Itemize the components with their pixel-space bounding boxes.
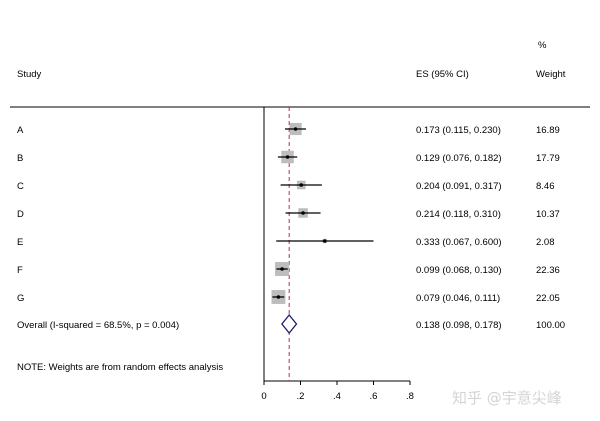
study-rows: A 0.173 (0.115, 0.230) 16.89 B 0.129 (0.076,…: [17, 122, 560, 335]
overall-diamond: [281, 313, 298, 335]
weight-text: 10.37: [536, 209, 560, 220]
weight-text: 22.36: [536, 265, 560, 276]
x-tick-label: .2: [297, 391, 305, 402]
weights-note: NOTE: Weights are from random effects an…: [17, 362, 223, 373]
point-estimate: [276, 295, 281, 299]
point-estimate: [285, 155, 290, 159]
weight-text: 16.89: [536, 125, 560, 136]
study-row-b: B 0.129 (0.076, 0.182) 17.79: [17, 150, 560, 164]
overall-label: Overall (I-squared = 68.5%, p = 0.004): [17, 320, 179, 331]
weight-header: Weight: [536, 69, 566, 80]
point-estimate: [299, 183, 304, 187]
study-label: F: [17, 265, 23, 276]
overall-ci-text: 0.138 (0.098, 0.178): [416, 320, 502, 331]
point-estimate: [301, 211, 305, 215]
overall-weight-text: 100.00: [536, 320, 565, 331]
study-label: E: [17, 237, 23, 248]
study-label: A: [17, 125, 24, 136]
point-estimate: [322, 239, 327, 243]
study-label: B: [17, 153, 23, 164]
study-row-e: E 0.333 (0.067, 0.600) 2.08: [17, 237, 555, 248]
watermark: 知乎 @宇意尖峰: [452, 389, 562, 407]
study-row-f: F 0.099 (0.068, 0.130) 22.36: [17, 262, 560, 276]
ci-text: 0.129 (0.076, 0.182): [416, 153, 502, 164]
point-estimate: [293, 127, 298, 131]
ci-text: 0.204 (0.091, 0.317): [416, 181, 502, 192]
ci-text: 0.099 (0.068, 0.130): [416, 265, 502, 276]
study-row-d: D 0.214 (0.118, 0.310) 10.37: [17, 208, 560, 220]
study-label: G: [17, 293, 24, 304]
x-tick-label: .8: [406, 391, 414, 402]
ci-text: 0.079 (0.046, 0.111): [416, 293, 500, 304]
study-label: C: [17, 181, 24, 192]
ci-text: 0.214 (0.118, 0.310): [416, 209, 501, 220]
study-label: D: [17, 209, 24, 220]
x-tick-label: 0: [261, 391, 266, 402]
ci-text: 0.173 (0.115, 0.230): [416, 125, 501, 136]
weight-text: 22.05: [536, 293, 560, 304]
weight-text: 8.46: [536, 181, 555, 192]
weight-text: 17.79: [536, 153, 560, 164]
ci-text: 0.333 (0.067, 0.600): [416, 237, 502, 248]
weight-percent-header: %: [538, 40, 547, 51]
weight-text: 2.08: [536, 237, 555, 248]
study-row-g: G 0.079 (0.046, 0.111) 22.05: [17, 290, 560, 304]
point-estimate: [280, 267, 284, 271]
study-row-a: A 0.173 (0.115, 0.230) 16.89: [17, 122, 560, 136]
es-ci-header: ES (95% CI): [416, 69, 469, 80]
study-header: Study: [17, 69, 42, 80]
x-tick-label: .4: [333, 391, 341, 402]
study-row-c: C 0.204 (0.091, 0.317) 8.46: [17, 180, 555, 192]
x-tick-label: .6: [370, 391, 378, 402]
